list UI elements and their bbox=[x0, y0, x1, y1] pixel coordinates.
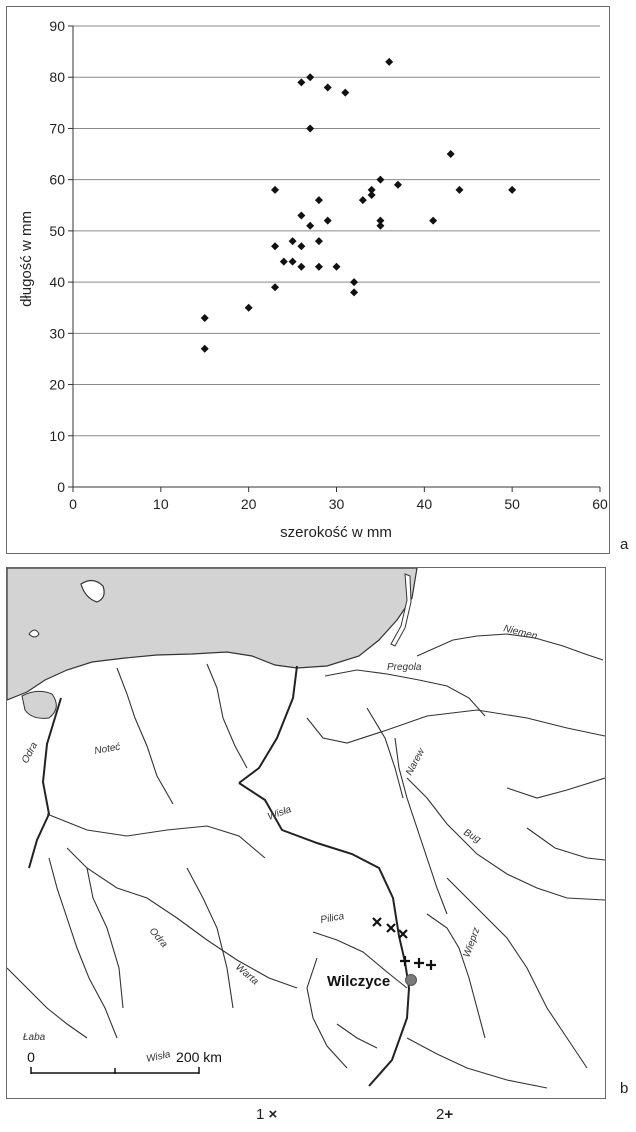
data-point bbox=[393, 180, 402, 189]
x-tick-label: 30 bbox=[329, 496, 345, 512]
legend-number-1: 1 bbox=[256, 1106, 265, 1123]
x-axis-label: szerokość w mm bbox=[280, 524, 392, 541]
x-tick-label: 0 bbox=[69, 496, 77, 512]
rivers-major bbox=[28, 665, 411, 1087]
x-tick-labels: 0 10 20 30 40 50 60 bbox=[69, 487, 608, 512]
y-tick-label: 50 bbox=[49, 223, 65, 239]
data-point bbox=[271, 185, 280, 194]
y-axis-label: długość w mm bbox=[18, 211, 35, 307]
data-point bbox=[297, 242, 306, 251]
data-point bbox=[446, 150, 455, 159]
legend-number-2: 2 bbox=[436, 1106, 445, 1123]
y-tick-label: 20 bbox=[49, 377, 65, 393]
data-point bbox=[341, 88, 350, 97]
x-tick-label: 40 bbox=[417, 496, 433, 512]
x-tick-label: 60 bbox=[592, 496, 608, 512]
data-point bbox=[376, 175, 385, 184]
data-point bbox=[271, 283, 280, 292]
data-point bbox=[288, 237, 297, 246]
data-point bbox=[350, 278, 359, 287]
river-label-wieprz: Wieprz bbox=[461, 926, 482, 959]
scale-end-label: 200 km bbox=[176, 1049, 222, 1065]
river-label-odra-south: Odra bbox=[147, 926, 170, 950]
data-point bbox=[314, 237, 323, 246]
data-point bbox=[385, 57, 394, 66]
data-point bbox=[367, 191, 376, 200]
y-tick-label: 60 bbox=[49, 172, 65, 188]
data-point bbox=[314, 262, 323, 271]
river-label-pregola: Pregola bbox=[387, 662, 422, 673]
data-point bbox=[297, 262, 306, 271]
river-label-laba: Łaba bbox=[23, 1032, 46, 1043]
river-label-odra-north: Odra bbox=[20, 740, 40, 765]
data-point bbox=[323, 216, 332, 225]
river-label-wisla-south: Wisła bbox=[145, 1049, 172, 1065]
data-point bbox=[376, 216, 385, 225]
plus-markers-2 bbox=[400, 956, 436, 970]
data-point bbox=[297, 211, 306, 220]
y-tick-label: 10 bbox=[49, 428, 65, 444]
legend-item-2: 2+ bbox=[436, 1106, 453, 1123]
cross-markers-1 bbox=[372, 917, 408, 939]
data-point bbox=[279, 257, 288, 266]
scale-start-label: 0 bbox=[27, 1049, 35, 1065]
data-point bbox=[244, 303, 253, 312]
island-small bbox=[28, 629, 40, 638]
spit bbox=[390, 573, 412, 647]
river-label-pilica: Pilica bbox=[320, 911, 346, 926]
river-label-wisla-north: Wisła bbox=[266, 804, 293, 823]
data-point bbox=[306, 124, 315, 133]
data-point bbox=[314, 196, 323, 205]
y-tick-label: 70 bbox=[49, 120, 65, 136]
lagoon bbox=[21, 690, 57, 719]
x-tick-label: 50 bbox=[504, 496, 520, 512]
sea-area bbox=[7, 568, 418, 701]
river-label-notec: Noteć bbox=[94, 742, 122, 757]
data-point bbox=[200, 313, 209, 322]
data-point bbox=[429, 216, 438, 225]
panel-letter-b: b bbox=[620, 1080, 629, 1097]
x-tick-label: 20 bbox=[241, 496, 257, 512]
legend-item-1: 1 × bbox=[256, 1106, 277, 1123]
river-label-narew: Narew bbox=[404, 746, 428, 777]
scale-bar: 0 200 km bbox=[27, 1049, 222, 1074]
map-panel: Niemen Pregola Odra Noteć Wisła Narew Bu… bbox=[6, 567, 606, 1099]
data-point bbox=[306, 221, 315, 230]
panel-letter-a: a bbox=[620, 536, 629, 553]
y-tick-label: 30 bbox=[49, 325, 65, 341]
data-point bbox=[332, 262, 341, 271]
y-tick-label: 0 bbox=[57, 479, 65, 495]
grid-lines bbox=[73, 25, 600, 437]
cross-icon: × bbox=[264, 1106, 278, 1123]
data-points bbox=[200, 57, 517, 353]
river-label-bug: Bug bbox=[462, 827, 483, 846]
plus-icon: + bbox=[444, 1106, 454, 1123]
x-tick-label: 10 bbox=[153, 496, 169, 512]
data-point bbox=[508, 185, 517, 194]
data-point bbox=[358, 196, 367, 205]
map: Niemen Pregola Odra Noteć Wisła Narew Bu… bbox=[7, 568, 605, 1089]
site-label: Wilczyce bbox=[327, 973, 390, 990]
data-point bbox=[376, 221, 385, 230]
y-tick-label: 90 bbox=[49, 18, 65, 34]
y-tick-label: 80 bbox=[49, 69, 65, 85]
y-tick-label: 40 bbox=[49, 274, 65, 290]
river-label-niemen: Niemen bbox=[502, 623, 539, 642]
data-point bbox=[200, 344, 209, 353]
data-point bbox=[297, 78, 306, 87]
data-point bbox=[350, 288, 359, 297]
data-point bbox=[288, 257, 297, 266]
y-tick-labels: 0 10 20 30 40 50 60 70 80 90 bbox=[49, 18, 73, 495]
data-point bbox=[271, 242, 280, 251]
data-point bbox=[367, 185, 376, 194]
rivers-minor bbox=[7, 633, 605, 1089]
site-dot bbox=[405, 974, 417, 986]
data-point bbox=[455, 185, 464, 194]
data-point bbox=[323, 83, 332, 92]
scatter-panel: 0 10 20 30 40 50 60 70 80 90 0 10 20 30 40 50 60 szerok… bbox=[6, 6, 610, 554]
island bbox=[80, 579, 105, 603]
data-point bbox=[306, 73, 315, 82]
scatter-chart: 0 10 20 30 40 50 60 70 80 90 0 10 20 30 40 50 60 szerok… bbox=[18, 18, 608, 541]
